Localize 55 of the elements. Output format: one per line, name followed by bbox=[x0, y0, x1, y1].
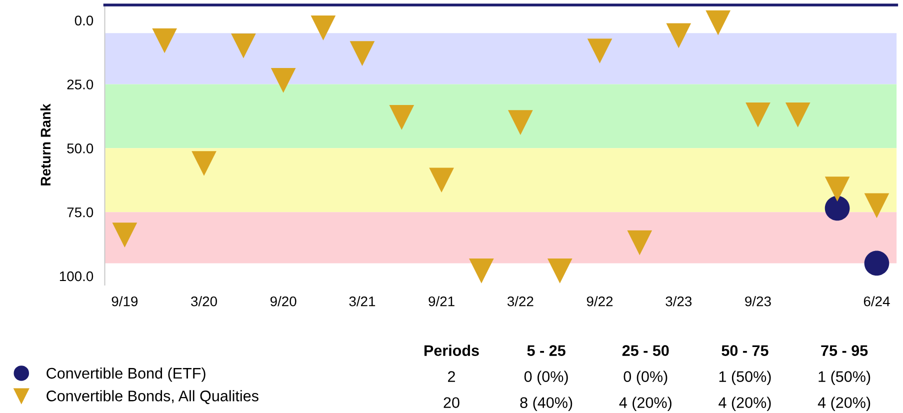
point bbox=[350, 41, 375, 66]
x-tick-label: 3/23 bbox=[666, 296, 692, 306]
text: 4 (20%) bbox=[619, 396, 672, 412]
point bbox=[310, 16, 336, 40]
x-tick-label: 9/20 bbox=[270, 296, 296, 306]
x-tick-label: 9/19 bbox=[112, 296, 138, 306]
point bbox=[152, 28, 177, 54]
x-tick-label: 3/20 bbox=[191, 296, 217, 306]
y-tick-label: 50.0 bbox=[67, 143, 94, 154]
text: 5 - 25 bbox=[527, 345, 566, 356]
text: Periods bbox=[424, 344, 479, 356]
point bbox=[429, 168, 454, 193]
text: 4 (20%) bbox=[818, 396, 870, 412]
point bbox=[785, 102, 810, 128]
y-tick-label: 100.0 bbox=[60, 271, 94, 282]
x-tick-label: 6/24 bbox=[864, 296, 890, 306]
y-tick-label: 75.0 bbox=[67, 207, 94, 218]
point bbox=[270, 68, 296, 93]
point bbox=[824, 176, 850, 202]
y-tick-label: 0.0 bbox=[74, 16, 94, 26]
text: 2 bbox=[448, 371, 455, 382]
y-axis-title: Return Rank bbox=[40, 104, 51, 186]
text: 75 - 95 bbox=[821, 345, 868, 356]
text: 0 (0%) bbox=[624, 370, 668, 386]
point bbox=[112, 222, 138, 248]
x-tick-label: 9/22 bbox=[586, 296, 613, 306]
text: 25 - 50 bbox=[622, 345, 669, 356]
x-tick-label: 3/21 bbox=[349, 296, 376, 306]
point bbox=[706, 10, 731, 36]
point bbox=[746, 102, 770, 128]
point bbox=[824, 196, 850, 221]
point bbox=[547, 258, 572, 284]
legend-label: Convertible Bonds, All Qualities bbox=[46, 390, 258, 404]
point bbox=[864, 193, 890, 218]
point bbox=[508, 110, 533, 136]
point bbox=[666, 23, 692, 48]
text: 1 (50%) bbox=[818, 370, 870, 386]
x-tick-label: 9/21 bbox=[428, 296, 454, 306]
point bbox=[389, 105, 414, 130]
text: 4 (20%) bbox=[718, 396, 771, 412]
text: 20 bbox=[444, 397, 460, 408]
point bbox=[231, 33, 256, 58]
text: 50 - 75 bbox=[722, 345, 768, 356]
text: 1 (50%) bbox=[719, 370, 771, 386]
y-tick-label: 25.0 bbox=[67, 80, 94, 90]
point bbox=[192, 151, 216, 176]
text: 8 (40%) bbox=[520, 396, 572, 412]
point bbox=[469, 258, 494, 284]
x-tick-label: 3/22 bbox=[507, 296, 534, 306]
x-tick-label: 9/23 bbox=[745, 296, 771, 306]
point bbox=[627, 230, 652, 256]
text: 0 (0%) bbox=[524, 370, 568, 386]
legend-label: Convertible Bond (ETF) bbox=[46, 367, 206, 382]
point bbox=[864, 250, 890, 276]
point bbox=[587, 38, 612, 64]
